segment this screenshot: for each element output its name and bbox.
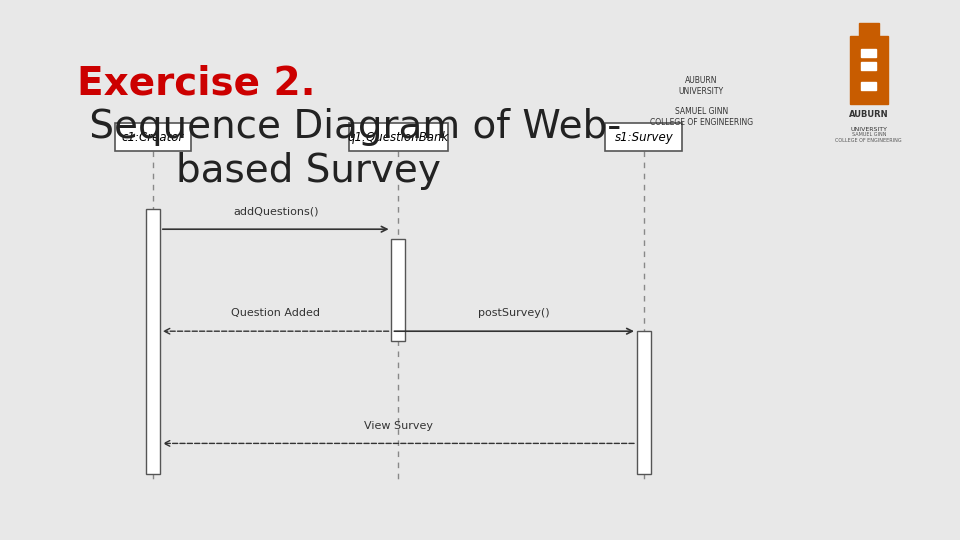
Text: UNIVERSITY: UNIVERSITY: [851, 127, 887, 132]
Text: AUBURN: AUBURN: [849, 111, 889, 119]
Bar: [861, 49, 876, 57]
Bar: [859, 23, 878, 37]
Bar: [851, 37, 887, 104]
Text: Question Added: Question Added: [231, 308, 321, 319]
FancyBboxPatch shape: [114, 123, 191, 151]
Text: SAMUEL GINN
COLLEGE OF ENGINEERING: SAMUEL GINN COLLEGE OF ENGINEERING: [835, 132, 902, 143]
Text: q1:QuestionBank: q1:QuestionBank: [348, 131, 449, 144]
Text: addQuestions(): addQuestions(): [233, 206, 319, 217]
Bar: [861, 82, 876, 90]
Text: View Survey: View Survey: [364, 421, 433, 431]
Text: c1:Creator: c1:Creator: [122, 131, 184, 144]
FancyBboxPatch shape: [348, 123, 448, 151]
Text: AUBURN
UNIVERSITY

SAMUEL GINN
COLLEGE OF ENGINEERING: AUBURN UNIVERSITY SAMUEL GINN COLLEGE OF…: [650, 76, 753, 127]
Bar: [636, 331, 651, 474]
Bar: [146, 209, 160, 474]
Text: Sequence Diagram of Web-
        based Survey: Sequence Diagram of Web- based Survey: [77, 108, 621, 190]
Bar: [861, 62, 876, 70]
Text: postSurvey(): postSurvey(): [478, 308, 550, 319]
FancyBboxPatch shape: [606, 123, 683, 151]
Text: s1:Survey: s1:Survey: [614, 131, 673, 144]
Text: Exercise 2.: Exercise 2.: [77, 65, 315, 103]
Bar: [392, 239, 405, 341]
